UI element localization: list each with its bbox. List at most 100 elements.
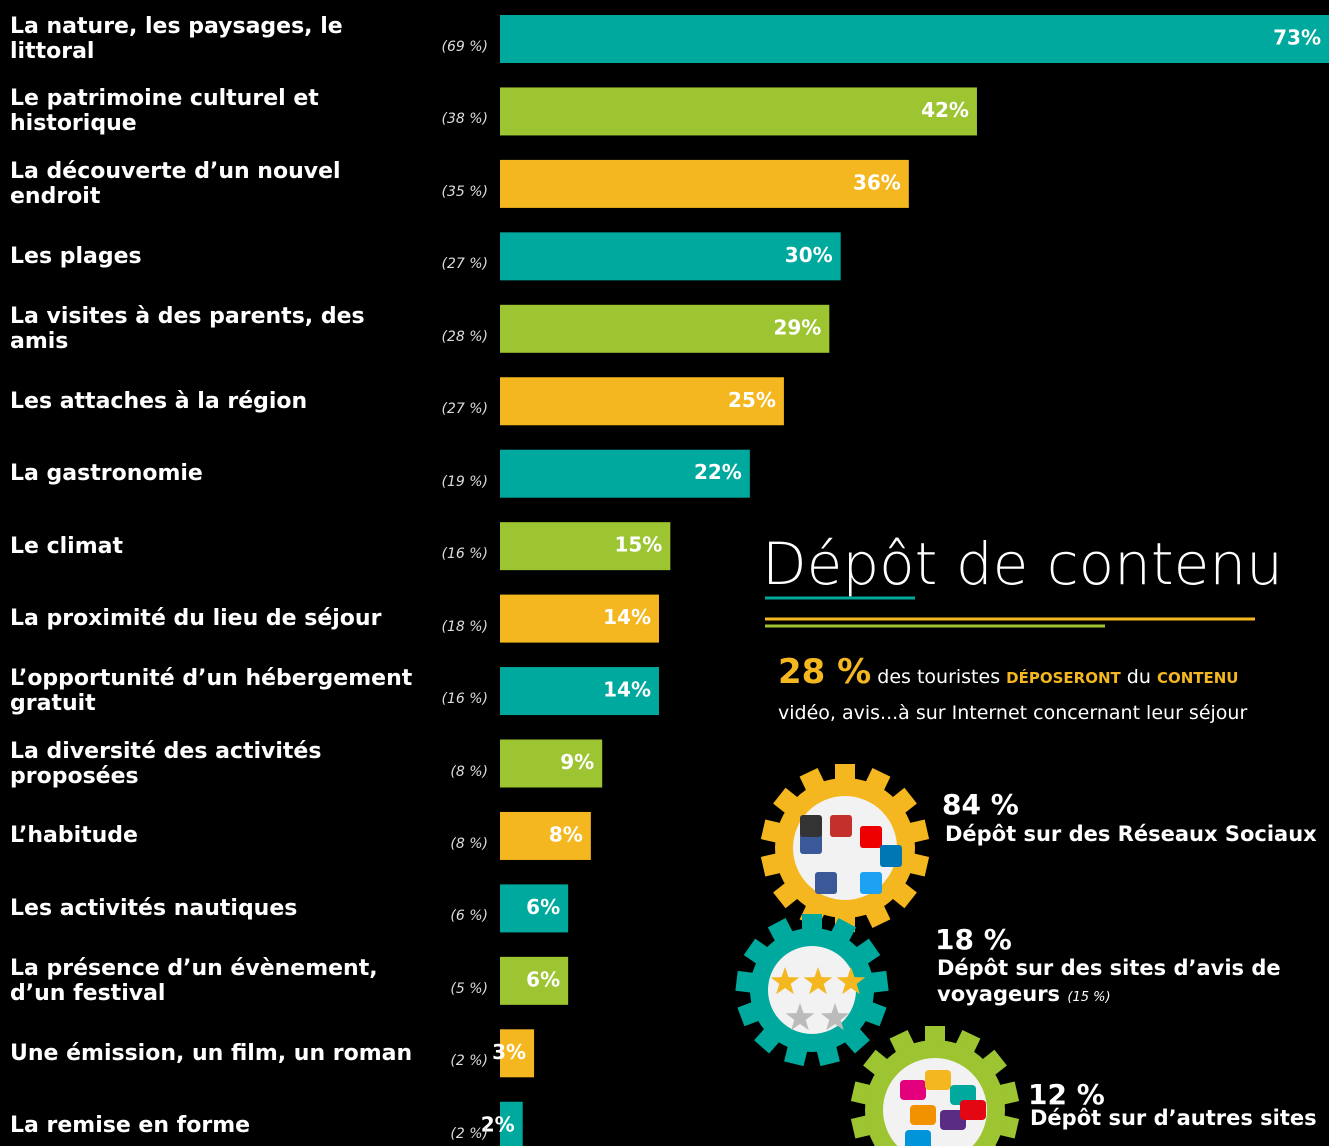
social-icon [815,872,837,894]
bubble-icon [910,1105,936,1125]
category-label: L’opportunité d’un hébergement gratuit [10,666,413,717]
headline-text: vidéo, avis...à sur Internet concernant … [778,702,1248,724]
social-icon [800,832,822,854]
category-label: La découverte d’un nouvel endroit [10,158,341,209]
value-label: 9% [560,750,594,774]
bar [500,739,603,788]
item-value: 12 % [1028,1078,1105,1111]
previous-label: (16 %) [441,546,489,563]
previous-label: (19 %) [441,473,489,490]
value-label: 73% [1273,26,1321,50]
bar [500,811,591,860]
bar [500,956,569,1005]
category-label: La remise en forme [10,1113,251,1139]
value-label: 25% [728,388,776,412]
star [770,967,800,995]
bar [500,232,841,281]
item-label: Dépôt sur d’autres sites [1030,1106,1317,1130]
item-value: 84 % [942,788,1019,821]
previous-label: (6 %) [450,908,488,925]
bar [500,87,977,136]
bubble-icon [900,1080,926,1100]
previous-label: (28 %) [441,328,489,345]
headline-text: du [1126,666,1151,688]
value-label: 22% [694,460,742,484]
bar [500,159,909,208]
value-label: 42% [921,98,969,122]
value-label: 6% [526,967,560,991]
category-label: Une émission, un film, un roman [10,1040,413,1066]
previous-label: (27 %) [441,401,489,418]
social-icon [830,815,852,837]
previous-label: (8 %) [450,763,488,780]
item-value: 18 % [935,923,1012,956]
previous-label: (2 %) [450,1125,488,1142]
bar [500,522,671,571]
category-label: Les attaches à la région [10,388,308,414]
value-label: 36% [853,170,901,194]
bar [500,1101,523,1146]
headline: 28 % des touristes DÉPOSERONT du CONTENU [778,652,1238,692]
value-label: 3% [492,1040,526,1064]
value-label: 6% [526,895,560,919]
bubble-icon [905,1130,931,1146]
bubble-icon [940,1110,966,1130]
social-icon [860,826,882,848]
previous-label: (38 %) [441,111,489,128]
value-label: 29% [773,315,821,339]
item-label: Dépôt sur des sites d’avis de voyageurs [937,956,1281,1006]
star [820,1003,850,1031]
category-label: Le climat [10,533,124,559]
previous-label: (8 %) [450,835,488,852]
previous-label: (2 %) [450,1053,488,1070]
star [836,967,866,995]
social-icon [800,815,822,837]
headline-keyword: DÉPOSERONT [1006,669,1121,687]
category-label: La visites à des parents, des amis [10,303,365,354]
item-label-wrap: Dépôt sur des sites d’avis de voyageurs … [937,955,1307,1011]
category-label: L’habitude [10,823,138,849]
category-label: La proximité du lieu de séjour [10,606,382,632]
value-label: 2% [481,1112,515,1136]
previous-label: (69 %) [441,39,489,55]
previous-label: (18 %) [441,618,489,635]
category-label: La présence d’un évènement, d’un festiva… [10,955,378,1006]
headline-text: des touristes [877,666,1001,688]
category-label: La nature, les paysages, le littoral [10,14,343,64]
star [785,1003,815,1031]
star [803,967,833,995]
social-icon [860,872,882,894]
headline-keyword: CONTENU [1156,669,1239,687]
item-label: Dépôt sur des Réseaux Sociaux [945,822,1317,846]
item-previous: (15 %) [1067,990,1111,1005]
bar [500,15,1329,63]
previous-label: (5 %) [450,980,488,997]
value-label: 15% [614,533,662,557]
value-label: 8% [549,822,583,846]
category-label: La diversité des activités proposées [10,738,322,789]
bubble-icon [960,1100,986,1120]
value-label: 14% [603,605,651,629]
headline-value: 28 % [778,652,872,692]
gear [760,764,930,932]
bar [500,1029,535,1078]
previous-label: (16 %) [441,691,489,708]
social-icon [880,845,902,867]
category-label: Les plages [10,243,142,269]
category-label: Les activités nautiques [10,895,298,921]
value-label: 30% [785,243,833,267]
bar [500,884,569,933]
previous-label: (35 %) [441,183,489,200]
bar [500,667,659,716]
section-title: Dépôt de contenu [762,530,1283,598]
bar [500,377,784,426]
previous-label: (27 %) [441,256,489,273]
bar [500,304,830,353]
bar [500,594,659,643]
bubble-icon [925,1070,951,1090]
category-label: La gastronomie [10,461,203,487]
bar [500,449,750,498]
category-label: Le patrimoine culturel et historique [10,86,319,137]
